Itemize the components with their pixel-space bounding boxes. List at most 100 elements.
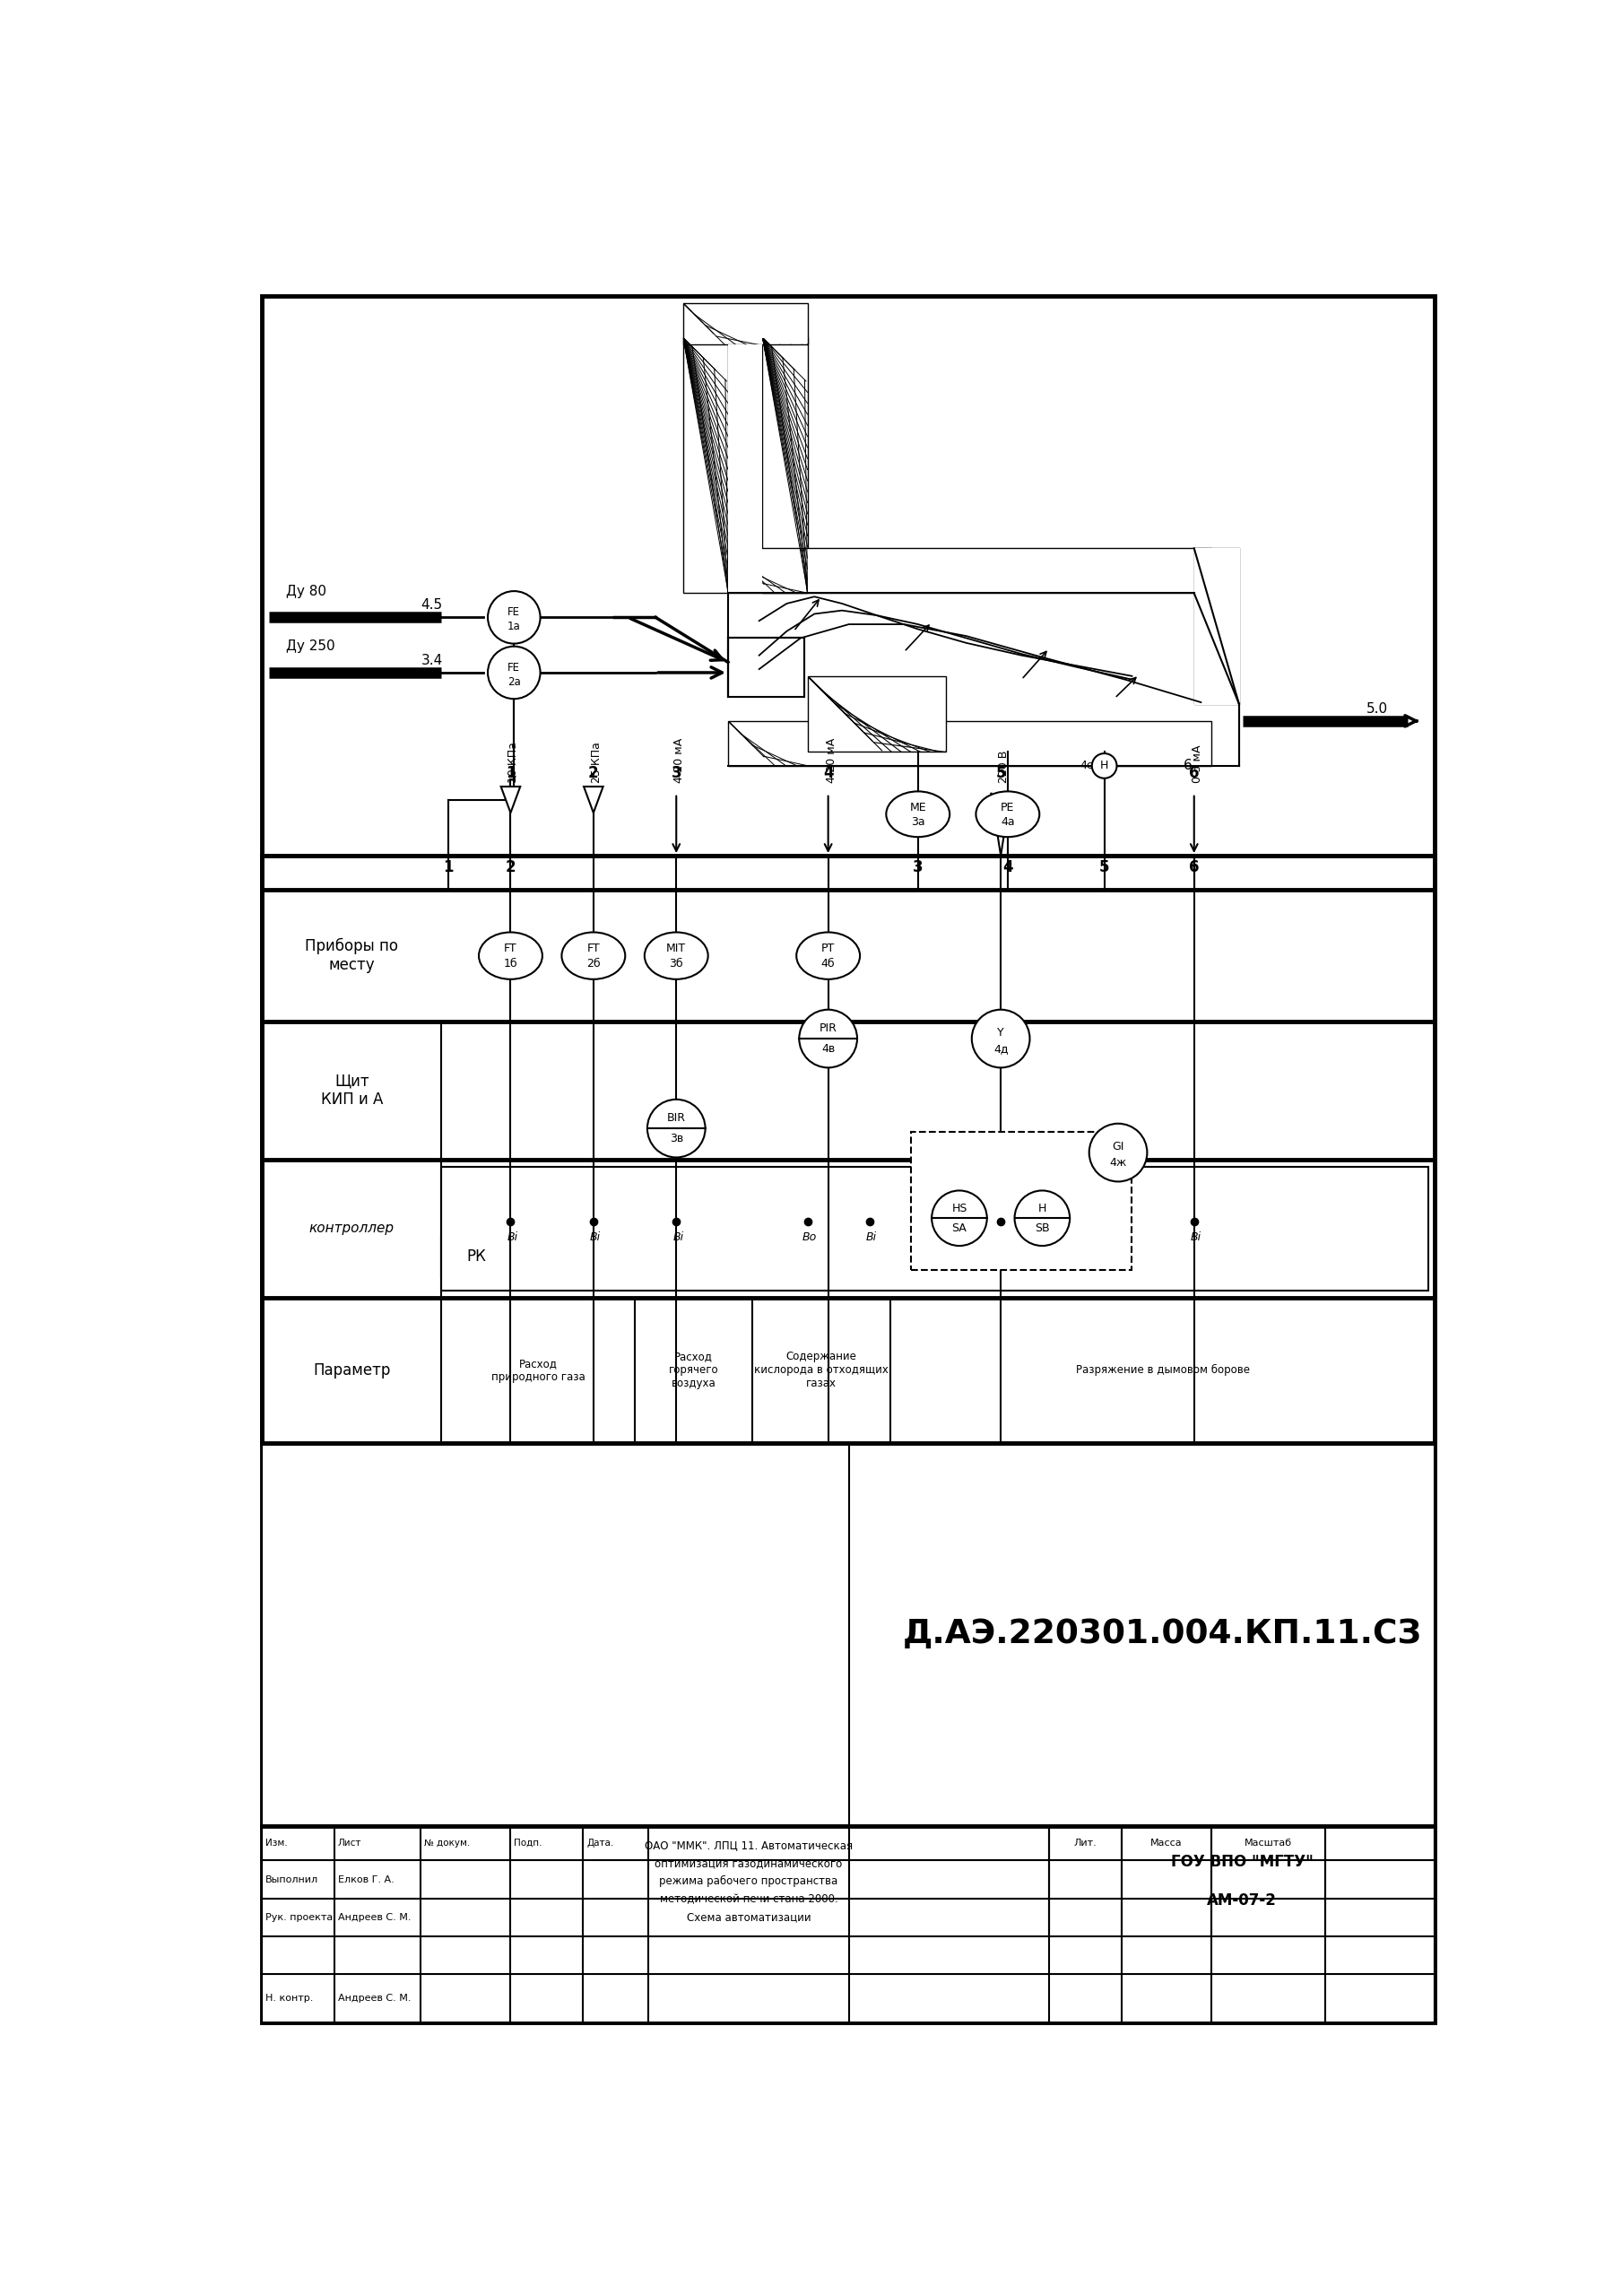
- Bar: [728, 721, 1212, 767]
- Text: BIR: BIR: [667, 1114, 686, 1125]
- Ellipse shape: [886, 792, 949, 838]
- Text: FE: FE: [508, 606, 521, 618]
- Bar: [441, 1235, 511, 1277]
- Text: 4д: 4д: [993, 1042, 1009, 1054]
- Bar: [762, 338, 808, 592]
- Text: контроллер: контроллер: [310, 1221, 394, 1235]
- Text: 6: 6: [1184, 760, 1192, 771]
- Bar: [728, 638, 805, 696]
- Text: Андреев С. М.: Андреев С. М.: [337, 1993, 410, 2002]
- Circle shape: [647, 1100, 706, 1157]
- Text: Y: Y: [998, 1026, 1004, 1038]
- Bar: [441, 1166, 1427, 1290]
- Text: Bo: Bo: [996, 1231, 1011, 1242]
- Text: 2: 2: [506, 859, 516, 875]
- Text: Д.АЭ.220301.004.КП.11.СЗ: Д.АЭ.220301.004.КП.11.СЗ: [903, 1619, 1422, 1651]
- Text: 1а: 1а: [508, 620, 521, 631]
- Text: 1б: 1б: [503, 957, 517, 969]
- Text: 4: 4: [822, 765, 834, 781]
- Text: 4в: 4в: [821, 1042, 835, 1054]
- Text: FT: FT: [504, 944, 517, 955]
- Text: Расход
горячего
воздуха: Расход горячего воздуха: [668, 1350, 719, 1389]
- Circle shape: [800, 1010, 856, 1068]
- Text: 4-20 мА: 4-20 мА: [673, 737, 684, 783]
- Text: Изм.: Изм.: [266, 1839, 287, 1848]
- Bar: [762, 338, 808, 592]
- Text: Параметр: Параметр: [313, 1362, 391, 1378]
- Text: 6: 6: [1189, 765, 1199, 781]
- Text: 3: 3: [672, 765, 681, 781]
- Text: Н: Н: [1100, 760, 1108, 771]
- Text: Bi: Bi: [1191, 1231, 1202, 1242]
- Bar: [263, 1442, 1435, 2023]
- Text: PE: PE: [1001, 801, 1015, 813]
- Text: Подп.: Подп.: [514, 1839, 542, 1848]
- Text: MIT: MIT: [667, 944, 686, 955]
- Text: SB: SB: [1035, 1221, 1049, 1233]
- Circle shape: [488, 647, 540, 698]
- Bar: [728, 549, 1212, 592]
- Text: PIR: PIR: [819, 1022, 837, 1033]
- Text: Дата.: Дата.: [587, 1839, 613, 1848]
- Text: Андреев С. М.: Андреев С. М.: [337, 1913, 410, 1922]
- Text: SA: SA: [952, 1221, 967, 1233]
- Bar: [683, 303, 808, 344]
- Text: Лит.: Лит.: [1074, 1839, 1096, 1848]
- Bar: [683, 338, 728, 592]
- Bar: [728, 721, 1212, 767]
- Bar: [808, 675, 946, 753]
- Text: GI: GI: [1113, 1141, 1124, 1153]
- Text: 10 КПа: 10 КПа: [508, 742, 519, 783]
- Text: № докум.: № докум.: [425, 1839, 470, 1848]
- Text: 2: 2: [589, 765, 599, 781]
- Text: 4а: 4а: [1001, 817, 1015, 829]
- Polygon shape: [584, 788, 603, 813]
- Ellipse shape: [561, 932, 624, 978]
- Text: Елков Г. А.: Елков Г. А.: [337, 1876, 394, 1885]
- Text: Щит
КИП и А: Щит КИП и А: [321, 1072, 383, 1109]
- Text: H: H: [1038, 1203, 1046, 1215]
- Text: 3б: 3б: [670, 957, 683, 969]
- Text: 220 В: 220 В: [998, 751, 1011, 783]
- Text: Содержание
кислорода в отходящих
газах: Содержание кислорода в отходящих газах: [754, 1350, 889, 1389]
- Text: Bi: Bi: [673, 1231, 684, 1242]
- Text: Н. контр.: Н. контр.: [266, 1993, 313, 2002]
- Text: Ду 250: Ду 250: [285, 641, 336, 654]
- Polygon shape: [501, 788, 521, 813]
- Text: РК: РК: [466, 1249, 487, 1265]
- Circle shape: [488, 590, 540, 643]
- Text: 2а: 2а: [508, 675, 521, 687]
- Text: Масса: Масса: [1150, 1839, 1182, 1848]
- Text: 4ж: 4ж: [1109, 1157, 1127, 1169]
- Text: Лист: Лист: [337, 1839, 362, 1848]
- Text: 5.0: 5.0: [1367, 703, 1388, 716]
- Text: 3в: 3в: [670, 1132, 683, 1143]
- Text: 5: 5: [1100, 859, 1109, 875]
- Circle shape: [972, 1010, 1030, 1068]
- Text: АМ-07-2: АМ-07-2: [1207, 1892, 1277, 1908]
- Text: ME: ME: [910, 801, 926, 813]
- Text: 3а: 3а: [912, 817, 925, 829]
- Text: 3.4: 3.4: [420, 654, 443, 668]
- Bar: [1194, 549, 1239, 703]
- Ellipse shape: [796, 932, 860, 978]
- Text: Bi: Bi: [590, 1231, 600, 1242]
- Text: 6: 6: [1189, 859, 1199, 875]
- Text: 4е: 4е: [1080, 760, 1093, 771]
- Text: 4г: 4г: [916, 1134, 931, 1148]
- Text: Приборы по
месту: Приборы по месту: [305, 939, 399, 974]
- Text: Ду 80: Ду 80: [285, 585, 326, 597]
- Text: Bi: Bi: [866, 1231, 878, 1242]
- Circle shape: [931, 1192, 986, 1247]
- Circle shape: [1088, 1123, 1147, 1182]
- Text: 4-20 мА: 4-20 мА: [826, 737, 837, 783]
- Text: 1: 1: [506, 765, 516, 781]
- Text: Масштаб: Масштаб: [1244, 1839, 1293, 1848]
- Text: Разряжение в дымовом борове: Разряжение в дымовом борове: [1075, 1364, 1249, 1375]
- Text: HS: HS: [952, 1203, 967, 1215]
- Bar: [912, 1132, 1132, 1270]
- Circle shape: [1015, 1192, 1071, 1247]
- Text: ГОУ ВПО "МГТУ": ГОУ ВПО "МГТУ": [1171, 1853, 1314, 1869]
- Text: Выполнил: Выполнил: [266, 1876, 318, 1885]
- Text: Расход
природного газа: Расход природного газа: [491, 1357, 586, 1382]
